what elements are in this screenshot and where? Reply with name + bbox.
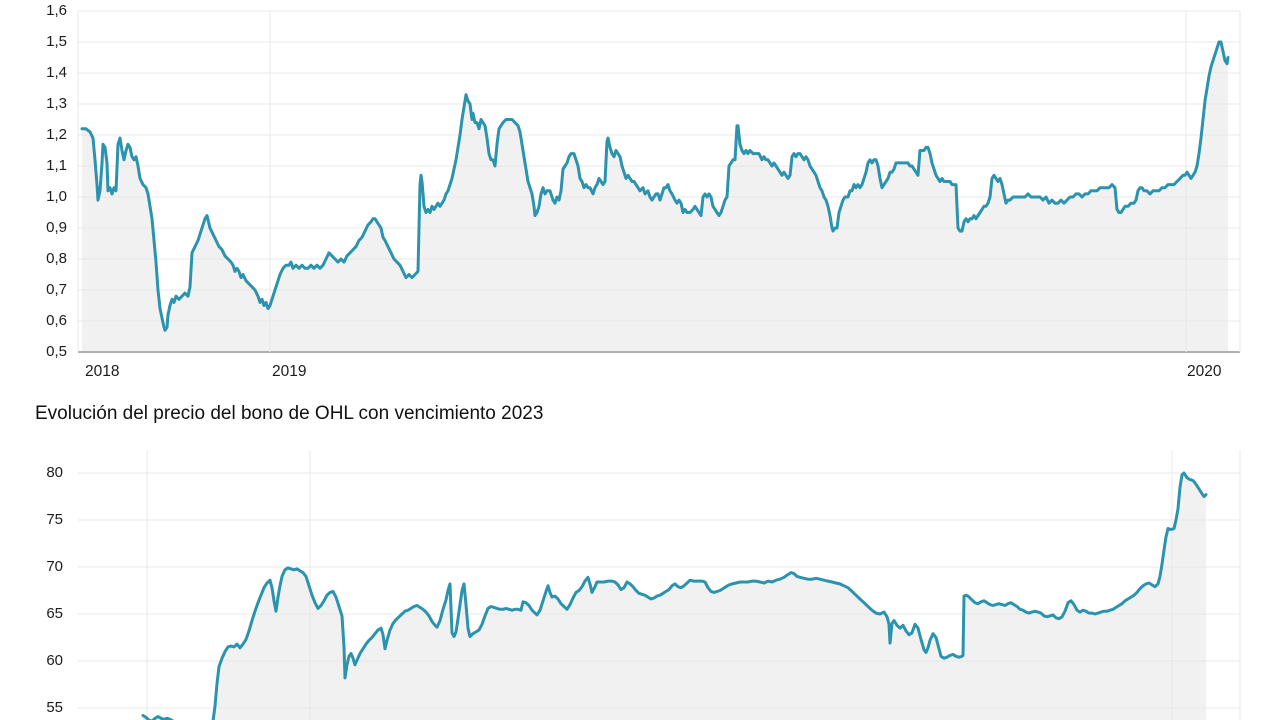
bond-chart-title: Evolución del precio del bono de OHL con… [35, 403, 544, 424]
ohl-bond-2023-price-line [141, 471, 1208, 720]
y-tick-label: 0,5 [46, 343, 67, 360]
x-tick-label: 2019 [272, 363, 307, 380]
y-tick-label: 60 [46, 652, 63, 669]
y-tick-label: 1,1 [46, 157, 67, 174]
y-tick-label: 1,6 [46, 2, 67, 19]
y-tick-label: 70 [46, 558, 63, 575]
y-tick-label: 75 [46, 511, 63, 528]
y-tick-label: 1,5 [46, 33, 67, 50]
y-tick-label: 1,0 [46, 188, 67, 205]
y-tick-label: 0,9 [46, 219, 67, 236]
x-tick-label: 2020 [1187, 363, 1222, 380]
x-tick-label: 2018 [85, 363, 120, 380]
ohl-bond-2023-price-area [143, 473, 1206, 720]
y-tick-label: 80 [46, 464, 63, 481]
y-tick-label: 0,7 [46, 281, 67, 298]
y-tick-label: 1,4 [46, 64, 67, 81]
y-tick-label: 1,3 [46, 95, 67, 112]
y-tick-label: 55 [46, 699, 63, 716]
y-tick-label: 0,8 [46, 250, 67, 267]
y-tick-label: 65 [46, 605, 63, 622]
ohl-share-price-line [80, 40, 1230, 332]
y-tick-label: 1,2 [46, 126, 67, 143]
y-tick-label: 0,6 [46, 312, 67, 329]
